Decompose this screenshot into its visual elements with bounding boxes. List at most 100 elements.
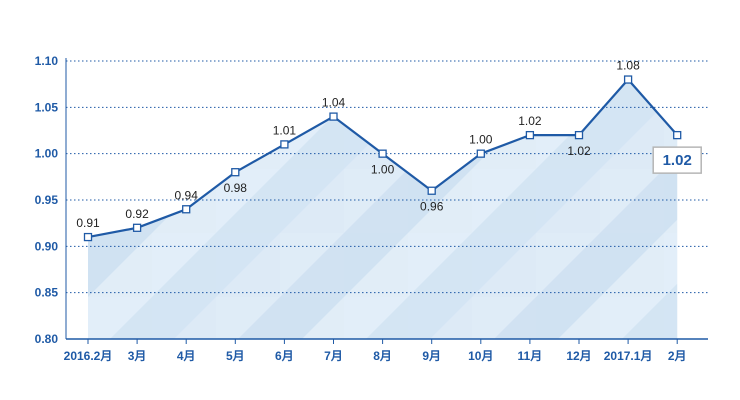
area-facet xyxy=(280,233,344,297)
area-facet xyxy=(88,297,152,339)
area-facet xyxy=(408,105,472,169)
area-facet xyxy=(536,169,600,233)
area-facet xyxy=(600,79,664,105)
area-facet xyxy=(88,79,152,105)
y-tick-label: 0.80 xyxy=(35,332,59,346)
area-facet xyxy=(280,169,344,233)
area-facet xyxy=(152,233,216,297)
area-facet xyxy=(88,105,152,169)
area-facet xyxy=(152,79,216,105)
area-facet xyxy=(280,105,344,169)
area-facet xyxy=(216,169,280,233)
data-markers xyxy=(83,75,682,242)
data-point xyxy=(132,223,142,232)
area-facet xyxy=(344,233,408,297)
x-tick-label: 6月 xyxy=(275,349,294,363)
data-label: 0.92 xyxy=(125,207,149,221)
area-facet xyxy=(216,233,280,297)
area-facet xyxy=(88,79,152,105)
area-facet xyxy=(536,79,600,105)
area-facet xyxy=(216,297,280,339)
data-label: 0.98 xyxy=(224,181,248,195)
y-tick-label: 0.90 xyxy=(35,239,59,253)
area-facet xyxy=(408,79,472,105)
area-facet xyxy=(152,105,216,169)
area-facet xyxy=(664,233,678,297)
area-facet xyxy=(472,297,536,339)
area-facet xyxy=(344,297,408,339)
area-facet xyxy=(600,169,664,233)
data-point xyxy=(673,130,682,140)
area-facet xyxy=(152,297,216,339)
area-facet xyxy=(600,105,664,169)
area-facet xyxy=(408,233,472,297)
area-facet xyxy=(88,233,152,297)
area-facet xyxy=(152,233,216,297)
area-facet xyxy=(216,79,280,105)
x-tick-label: 9月 xyxy=(422,349,441,363)
area-facet xyxy=(600,105,664,169)
area-facet xyxy=(344,297,408,339)
area-facet xyxy=(280,233,344,297)
area-facet xyxy=(664,79,678,105)
area-facet xyxy=(216,297,280,339)
area-facet xyxy=(344,79,408,105)
data-point xyxy=(231,168,240,177)
x-tick-label: 2月 xyxy=(668,349,687,363)
area-facet xyxy=(408,297,472,339)
data-label: 0.91 xyxy=(76,216,100,230)
area-facet xyxy=(280,297,344,339)
area-facet xyxy=(408,105,472,169)
x-tick-label: 4月 xyxy=(177,349,196,363)
axes: 0.80 0.85 0.90 0.95 1.00 1.05 1.10 2016.2月 3月 4月 5… xyxy=(35,54,708,363)
area-facet xyxy=(216,79,280,105)
data-label: 1.00 xyxy=(371,163,395,177)
data-label: 1.04 xyxy=(322,96,346,110)
area-facet xyxy=(472,169,536,233)
x-tick-label: 5月 xyxy=(226,349,245,363)
highlight-callout-value: 1.02 xyxy=(663,152,692,169)
area-facet xyxy=(280,297,344,339)
area-facet xyxy=(408,79,472,105)
data-label: 1.02 xyxy=(567,144,591,158)
area-facet xyxy=(664,79,678,105)
data-point xyxy=(280,140,289,149)
area-facet xyxy=(216,233,280,297)
x-tick-label: 2017.1月 xyxy=(604,349,653,363)
data-point xyxy=(427,186,436,195)
area-facet xyxy=(472,297,536,339)
area-facet xyxy=(408,297,472,339)
area-facet xyxy=(472,169,536,233)
highlight-callout-box xyxy=(652,146,702,174)
area-facet xyxy=(536,233,600,297)
area-facet xyxy=(216,169,280,233)
x-tick-label: 10月 xyxy=(468,349,493,363)
y-tick-label: 1.10 xyxy=(35,54,59,68)
area-facet xyxy=(600,233,664,297)
y-tick-label: 0.95 xyxy=(35,193,59,207)
area-facet xyxy=(408,169,472,233)
area-facet xyxy=(536,297,600,339)
x-tick-label: 2016.2月 xyxy=(64,349,113,363)
area-facet xyxy=(344,233,408,297)
data-label: 1.00 xyxy=(469,133,493,147)
area-facet xyxy=(536,297,600,339)
area-facet xyxy=(536,79,600,105)
data-point xyxy=(525,130,535,140)
data-point xyxy=(476,149,485,158)
data-label: 1.08 xyxy=(616,59,640,73)
area-facet xyxy=(472,233,536,297)
data-label: 1.02 xyxy=(518,114,542,128)
highlight-callout: 1.02 xyxy=(652,146,702,174)
area-facet xyxy=(152,105,216,169)
data-point xyxy=(623,75,633,84)
area-facet xyxy=(600,297,664,339)
x-tick-label: 11月 xyxy=(518,349,543,363)
data-point xyxy=(83,232,93,242)
data-label: 0.96 xyxy=(420,200,444,214)
area-facet xyxy=(664,169,678,233)
area-facet xyxy=(88,105,152,169)
data-point xyxy=(378,149,387,158)
y-tick-label: 1.00 xyxy=(35,147,59,161)
